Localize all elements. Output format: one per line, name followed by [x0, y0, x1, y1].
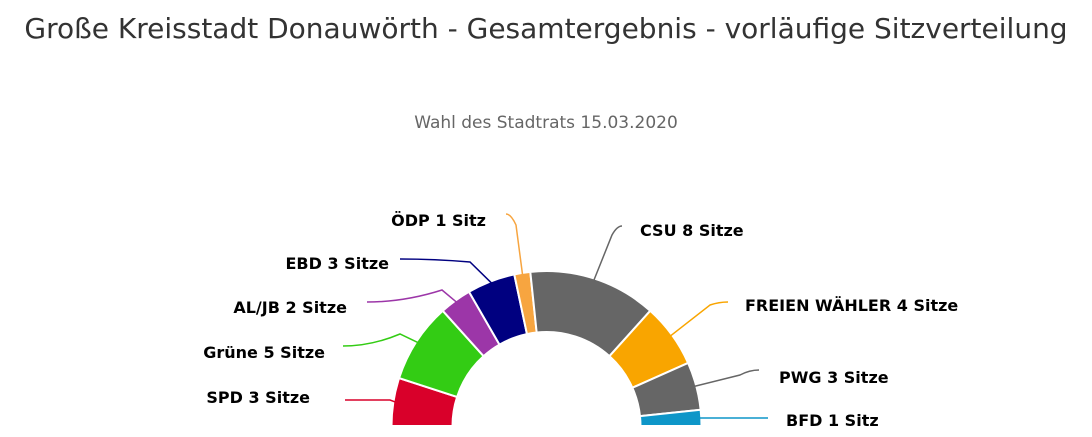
connector-line: [399, 258, 493, 284]
chart-title: Große Kreisstadt Donauwörth - Gesamterge…: [24, 12, 1068, 45]
connector-line: [694, 369, 760, 388]
data-label: PWG 3 Sitze: [779, 368, 889, 387]
data-label: FREIEN WÄHLER 4 Sitze: [745, 296, 958, 315]
connector-line: [669, 301, 729, 337]
data-label: SPD 3 Sitze: [206, 388, 310, 407]
data-label: ÖDP 1 Sitz: [391, 211, 486, 230]
data-label: CSU 8 Sitze: [640, 221, 744, 240]
data-label: EBD 3 Sitze: [286, 254, 390, 273]
connector-line: [593, 225, 623, 281]
connector-line: [366, 289, 458, 303]
connector-line: [342, 333, 419, 347]
slice-bfd[interactable]: [638, 408, 703, 427]
connector-line: [505, 213, 524, 275]
data-label: Grüne 5 Sitze: [203, 343, 325, 362]
connector-line: [345, 399, 396, 403]
data-label: AL/JB 2 Sitze: [233, 298, 347, 317]
data-label: BFD 1 Sitz: [786, 411, 879, 430]
chart-subtitle: Wahl des Stadtrats 15.03.2020: [414, 113, 678, 133]
